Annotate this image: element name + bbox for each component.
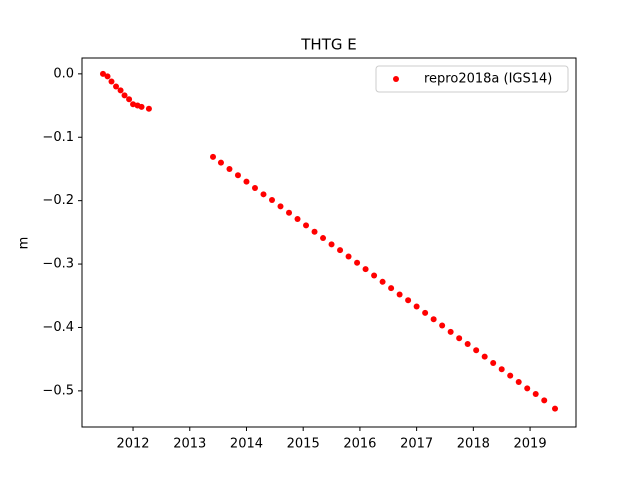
plot-frame — [81, 57, 577, 428]
point — [277, 203, 284, 210]
point — [532, 391, 539, 398]
point — [108, 78, 115, 85]
point — [145, 105, 152, 112]
point — [328, 241, 335, 248]
x-tick-label: 2015 — [287, 437, 320, 452]
legend-label: repro2018a (IGS14) — [424, 72, 552, 87]
point — [138, 103, 145, 110]
point — [552, 405, 559, 412]
point — [243, 178, 250, 185]
point — [464, 340, 471, 347]
point — [113, 83, 120, 90]
point — [226, 165, 233, 172]
point — [456, 335, 463, 342]
point — [405, 297, 412, 304]
point — [447, 328, 454, 335]
point — [515, 378, 522, 385]
point — [294, 216, 301, 223]
point — [210, 153, 217, 160]
point — [117, 87, 124, 94]
y-tick-label: −0.2 — [42, 193, 74, 208]
legend-box — [375, 65, 569, 93]
x-tick-label: 2013 — [173, 437, 206, 452]
point — [320, 235, 327, 242]
point — [311, 228, 318, 235]
y-tick-label: −0.3 — [42, 257, 74, 272]
point — [126, 96, 133, 103]
x-tick-label: 2012 — [116, 437, 149, 452]
point — [345, 253, 352, 260]
point — [362, 266, 369, 273]
point — [354, 259, 361, 266]
point — [396, 291, 403, 298]
point — [413, 303, 420, 310]
point — [269, 197, 275, 204]
point — [286, 209, 293, 216]
point — [507, 372, 514, 379]
point — [303, 222, 310, 229]
point — [371, 272, 378, 279]
point — [337, 247, 344, 254]
point — [524, 385, 531, 392]
point — [217, 159, 224, 166]
point — [439, 322, 446, 329]
point — [104, 73, 111, 80]
point — [422, 309, 429, 316]
point — [388, 285, 395, 292]
point — [481, 353, 488, 360]
x-tick-label: 2016 — [343, 437, 376, 452]
y-axis-label: m — [17, 237, 32, 250]
point — [490, 359, 497, 366]
y-tick-label: −0.5 — [42, 383, 74, 398]
x-tick-label: 2018 — [457, 437, 490, 452]
point — [99, 70, 106, 77]
y-tick-label: −0.1 — [42, 130, 74, 145]
x-tick-label: 2017 — [400, 437, 433, 452]
legend-marker — [393, 76, 399, 82]
y-tick-label: −0.4 — [42, 320, 74, 335]
y-tick-label: 0.0 — [53, 66, 74, 81]
x-tick-label: 2014 — [230, 437, 263, 452]
point — [541, 397, 548, 404]
chart-title: THTG E — [300, 36, 356, 54]
point — [251, 184, 258, 191]
point — [260, 191, 267, 198]
point — [121, 92, 128, 99]
x-tick-label: 2019 — [514, 437, 547, 452]
point — [234, 172, 241, 179]
point — [130, 101, 137, 108]
point — [473, 347, 480, 354]
point — [379, 278, 386, 285]
point — [498, 366, 505, 373]
point — [430, 316, 437, 323]
